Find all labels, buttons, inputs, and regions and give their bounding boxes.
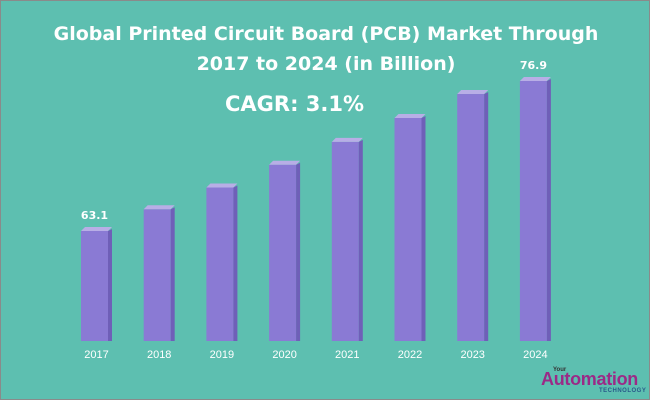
bar-side [546, 79, 551, 341]
x-tick-label: 2024 [523, 349, 547, 361]
bar-top [457, 90, 489, 95]
x-tick-label: 2019 [210, 349, 234, 361]
bar-top [269, 160, 301, 165]
bar-side [296, 162, 301, 341]
bar-2018 [143, 205, 175, 341]
bar-side [421, 115, 426, 342]
x-tick-label: 2017 [84, 349, 108, 361]
bar-top [81, 227, 112, 231]
bar-front [143, 209, 171, 341]
x-tick-label: 2021 [335, 349, 359, 361]
bar-2024 [519, 77, 551, 341]
data-label: 76.9 [520, 59, 547, 72]
logo: Your Automation TECHNOLOGY [539, 367, 647, 397]
bar-front [519, 81, 547, 341]
bar-side [108, 229, 112, 341]
bar-top [143, 205, 175, 210]
chart-title-line1: Global Printed Circuit Board (PCB) Marke… [53, 23, 599, 45]
logo-prefix: Your [553, 367, 567, 373]
cagr-annotation: CAGR: 3.1% [225, 92, 365, 116]
bar-side [358, 139, 363, 341]
bar-2017 [81, 227, 112, 341]
logo-name: Automation [541, 369, 638, 389]
bar-2023 [457, 90, 489, 341]
bar-2021 [331, 137, 363, 341]
bar-front [269, 164, 297, 341]
x-tick-label: 2020 [272, 349, 296, 361]
bar-2019 [206, 183, 238, 341]
bar-top [394, 113, 426, 118]
bar-top [519, 77, 551, 81]
bar-front [81, 231, 108, 341]
chart-title-line2: 2017 to 2024 (in Billion) [196, 53, 456, 75]
x-tick-label: 2022 [398, 349, 422, 361]
bar-2022 [394, 113, 426, 342]
x-tick-label: 2018 [147, 349, 171, 361]
bar-front [331, 141, 359, 341]
bar-side [170, 207, 175, 341]
bar-side [233, 185, 238, 341]
bar-top [331, 137, 363, 142]
x-tick-label: 2023 [460, 349, 484, 361]
data-label: 63.1 [81, 209, 108, 222]
bar-2020 [269, 160, 301, 341]
bar-front [394, 117, 422, 342]
bar-top [206, 183, 238, 188]
bar-front [457, 94, 485, 341]
bar-front [206, 187, 234, 341]
bar-side [484, 92, 489, 341]
logo-suffix: TECHNOLOGY [599, 388, 647, 394]
